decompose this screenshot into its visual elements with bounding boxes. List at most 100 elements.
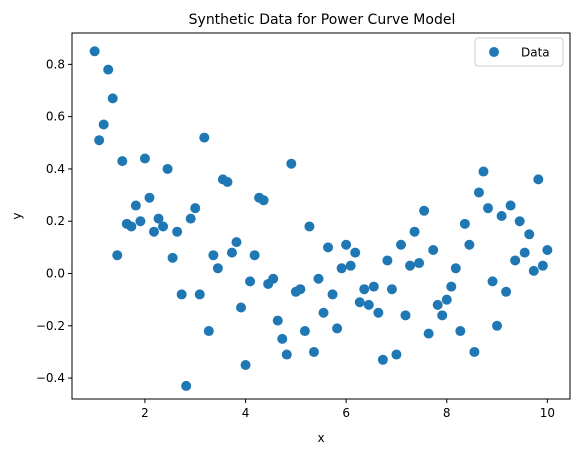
data-point	[176, 289, 187, 300]
data-point	[483, 203, 494, 214]
legend-marker	[489, 47, 499, 57]
data-point	[181, 380, 192, 391]
plot-frame	[71, 32, 571, 400]
data-point	[313, 273, 324, 284]
data-points	[89, 46, 553, 391]
data-point	[492, 320, 503, 331]
data-point	[226, 247, 237, 258]
data-point	[208, 250, 219, 261]
y-tick-label: 0.8	[46, 57, 65, 71]
data-point	[112, 250, 123, 261]
data-point	[446, 281, 457, 292]
data-point	[487, 276, 498, 287]
data-point	[519, 247, 530, 258]
data-point	[199, 132, 210, 143]
x-axis-label: x	[317, 431, 324, 445]
data-point	[400, 310, 411, 321]
x-axis-ticks: 2 4 6 8 10	[141, 399, 555, 420]
data-point	[382, 255, 393, 266]
data-point	[437, 310, 448, 321]
data-point	[395, 239, 406, 250]
data-point	[272, 315, 283, 326]
y-tick-label: 0.4	[46, 162, 65, 176]
data-point	[268, 273, 279, 284]
data-point	[190, 203, 201, 214]
data-point	[222, 177, 233, 188]
data-point	[126, 221, 137, 232]
data-point	[391, 349, 402, 360]
data-point	[332, 323, 343, 334]
data-point	[323, 242, 334, 253]
data-point	[172, 226, 183, 237]
x-tick-label: 6	[342, 406, 350, 420]
data-point	[153, 213, 164, 224]
data-point	[386, 284, 397, 295]
data-point	[203, 326, 214, 337]
data-point	[537, 260, 548, 271]
y-axis-label: y	[10, 212, 24, 219]
data-point	[542, 244, 553, 255]
y-tick-label: 0.2	[46, 214, 65, 228]
y-tick-label: 0.0	[46, 267, 65, 281]
data-point	[167, 252, 178, 263]
data-point	[336, 263, 347, 274]
data-point	[135, 216, 146, 227]
data-point	[231, 237, 242, 248]
data-point	[144, 192, 155, 203]
data-point	[277, 333, 288, 344]
data-point	[405, 260, 416, 271]
data-point	[158, 221, 169, 232]
chart-title: Synthetic Data for Power Curve Model	[189, 12, 456, 28]
data-point	[117, 156, 128, 167]
data-point	[359, 284, 370, 295]
data-point	[441, 294, 452, 305]
data-point	[148, 226, 159, 237]
data-point	[373, 307, 384, 318]
data-point	[473, 187, 484, 198]
data-point	[432, 299, 443, 310]
data-point	[428, 244, 439, 255]
data-point	[377, 354, 388, 365]
data-point	[423, 328, 434, 339]
data-point	[528, 265, 539, 276]
data-point	[107, 93, 118, 104]
data-point	[450, 263, 461, 274]
data-point	[212, 263, 223, 274]
data-point	[130, 200, 141, 211]
data-point	[327, 289, 338, 300]
data-point	[240, 360, 251, 371]
data-point	[94, 135, 105, 146]
y-tick-label: −0.4	[36, 371, 65, 385]
data-point	[308, 346, 319, 357]
data-point	[299, 326, 310, 337]
data-point	[162, 163, 173, 174]
data-point	[514, 216, 525, 227]
x-tick-label: 4	[242, 406, 250, 420]
data-point	[185, 213, 196, 224]
data-point	[281, 349, 292, 360]
legend: Data	[474, 37, 564, 67]
y-tick-label: 0.6	[46, 110, 65, 124]
data-point	[414, 258, 425, 269]
data-point	[469, 346, 480, 357]
data-point	[236, 302, 247, 313]
legend-box	[474, 37, 564, 67]
data-point	[245, 276, 256, 287]
data-point	[464, 239, 475, 250]
data-point	[455, 326, 466, 337]
data-point	[501, 286, 512, 297]
data-point	[103, 64, 114, 75]
x-tick-label: 10	[540, 406, 555, 420]
data-point	[194, 289, 205, 300]
data-point	[318, 307, 329, 318]
data-point	[419, 205, 430, 216]
data-point	[350, 247, 361, 258]
data-point	[368, 281, 379, 292]
data-point	[363, 299, 374, 310]
data-point	[295, 284, 306, 295]
data-point	[524, 229, 535, 240]
data-point	[496, 211, 507, 221]
data-point	[341, 239, 352, 250]
